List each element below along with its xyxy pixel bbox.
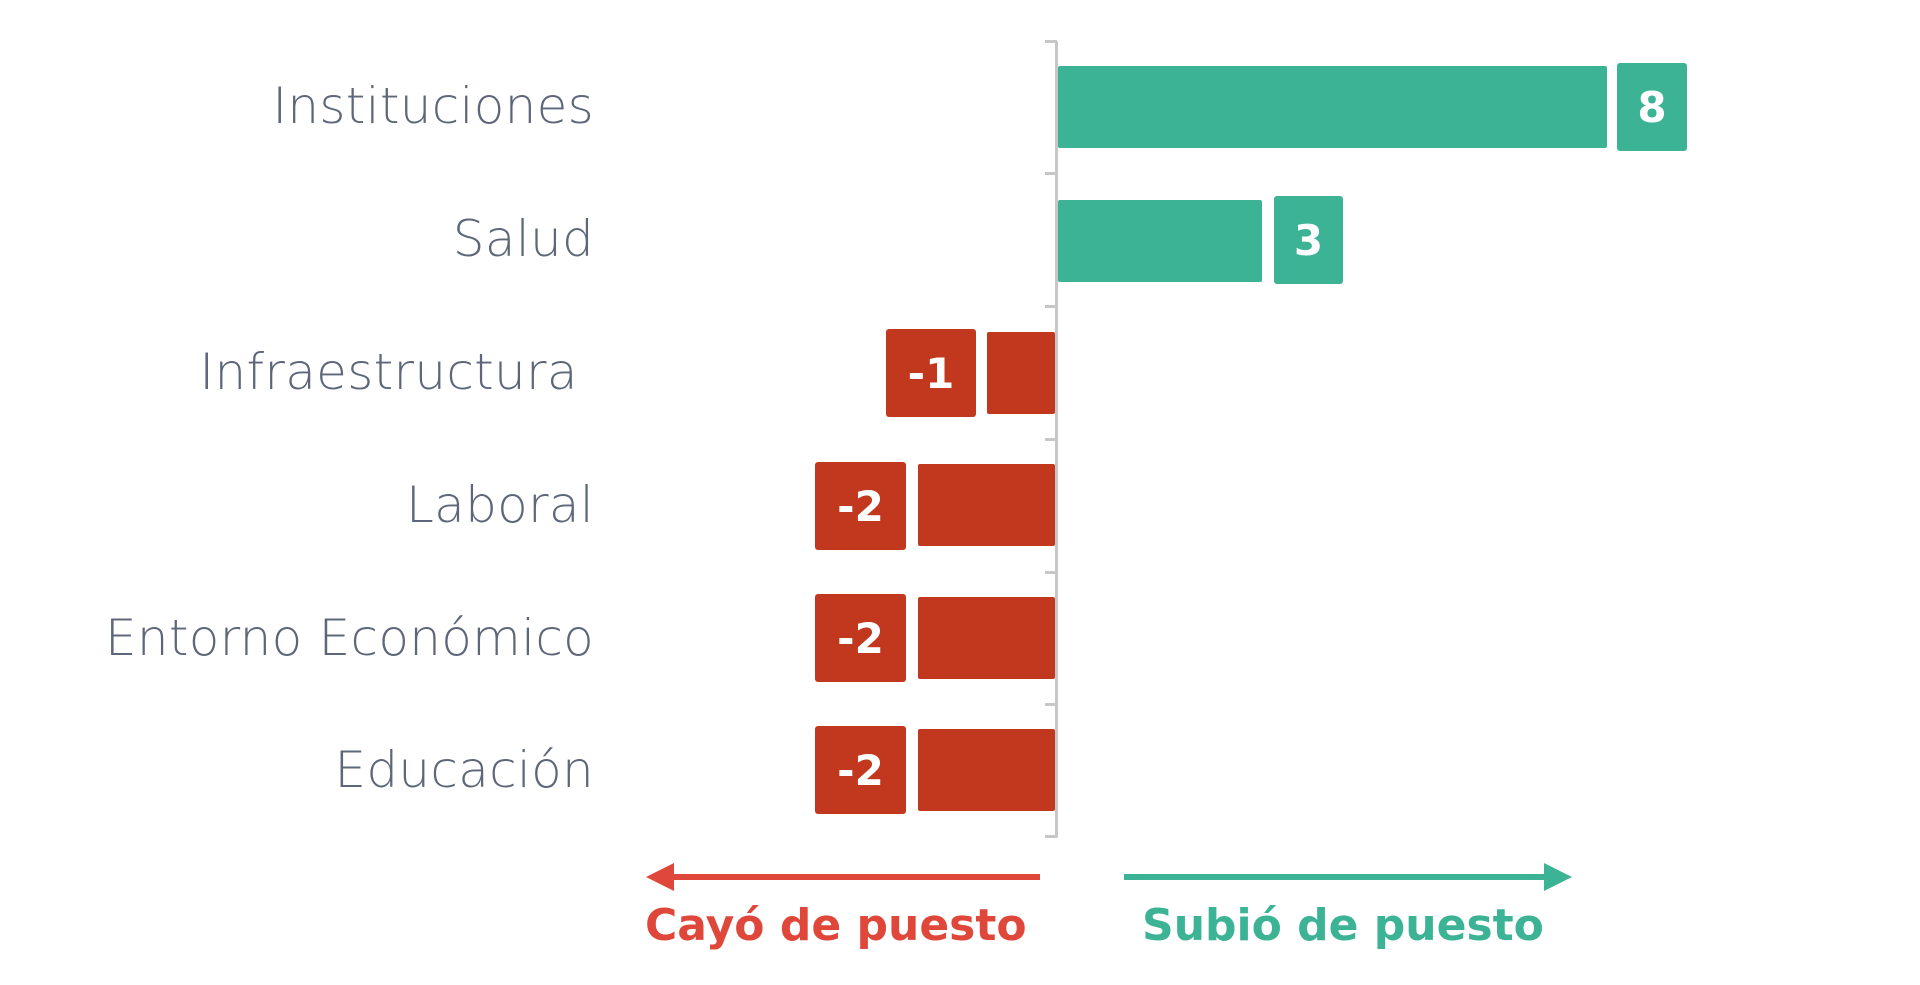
bar-educacion (918, 729, 1055, 811)
arrow-right-icon (1124, 863, 1572, 891)
value-label-infraestructura: -1 (886, 329, 976, 417)
axis-tick (1045, 835, 1057, 838)
value-label-laboral: -2 (815, 462, 906, 550)
category-label-infraestructura: Infraestructura (199, 343, 594, 401)
axis-tick (1045, 172, 1057, 175)
bar-salud (1058, 200, 1262, 282)
value-label-salud: 3 (1274, 196, 1343, 284)
axis-tick (1045, 40, 1057, 43)
category-label-entorno-economico: Entorno Económico (104, 609, 594, 667)
category-label-salud: Salud (452, 210, 594, 268)
bar-laboral (918, 464, 1055, 546)
axis-tick (1045, 305, 1057, 308)
axis-tick (1045, 438, 1057, 441)
axis-tick (1045, 703, 1057, 706)
category-label-laboral: Laboral (405, 476, 594, 534)
arrow-left-icon (646, 863, 1040, 891)
bar-infraestructura (987, 332, 1055, 414)
axis-tick (1045, 571, 1057, 574)
category-label-educacion: Educación (334, 741, 594, 799)
value-label-educacion: -2 (815, 726, 906, 814)
legend-positive-label: Subió de puesto (1142, 900, 1544, 951)
value-label-instituciones: 8 (1617, 63, 1687, 151)
value-label-entorno-economico: -2 (815, 594, 906, 682)
bar-instituciones (1058, 66, 1607, 148)
category-label-instituciones: Instituciones (272, 77, 594, 135)
bar-entorno-economico (918, 597, 1055, 679)
legend-negative-label: Cayó de puesto (645, 900, 1027, 951)
